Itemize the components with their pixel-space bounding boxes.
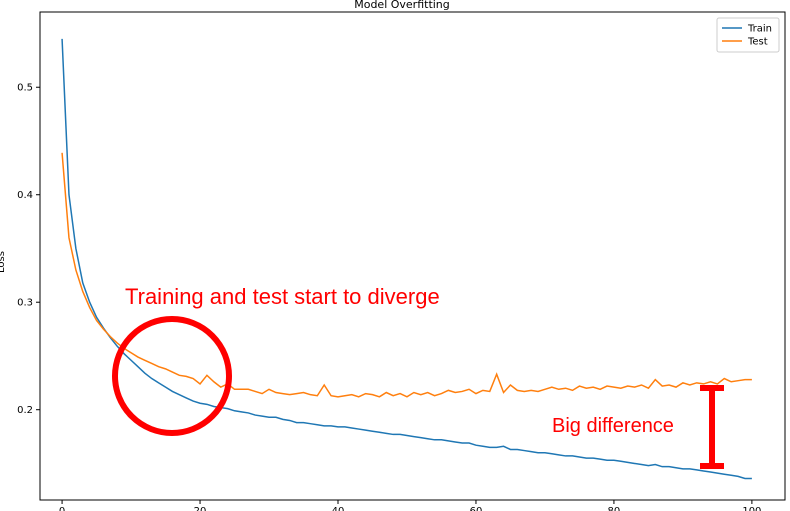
data-line — [61, 152, 752, 398]
x-tick-label: 60 — [470, 506, 483, 511]
y-tick-label: 0.4 — [17, 190, 33, 201]
difference-bar — [700, 385, 724, 469]
highlight-circle — [112, 316, 232, 436]
annotation: Training and test start to diverge — [125, 284, 440, 309]
legend-box — [716, 17, 780, 53]
y-tick-label: 0.3 — [17, 298, 33, 309]
legend-label: Test — [747, 37, 768, 48]
chart-title: Model Overfitting — [354, 0, 450, 11]
legend-label: Train — [747, 24, 772, 35]
y-tick-label: 0.5 — [17, 83, 33, 94]
x-tick-label: 20 — [194, 506, 207, 511]
plot-area — [39, 11, 786, 501]
x-tick-label: 100 — [742, 506, 761, 511]
x-tick-label: 40 — [332, 506, 345, 511]
x-tick-label: 80 — [608, 506, 621, 511]
x-tick-label: 0 — [59, 506, 65, 511]
y-axis-label: Loss — [0, 251, 7, 273]
annotation: Big difference — [552, 415, 674, 437]
data-line — [61, 38, 752, 480]
y-tick-label: 0.2 — [17, 405, 33, 416]
